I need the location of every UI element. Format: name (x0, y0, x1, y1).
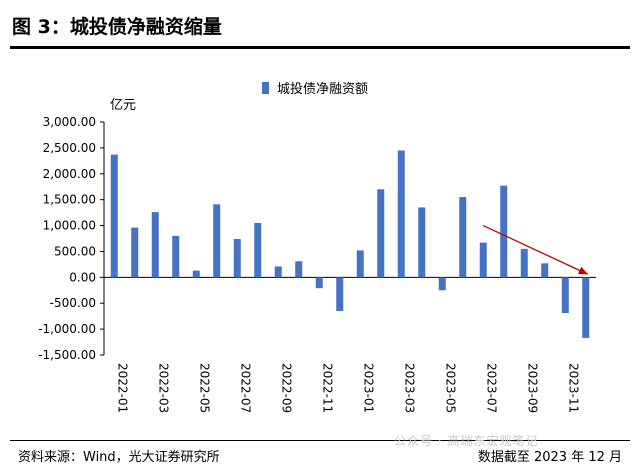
trend-arrow-head (577, 266, 588, 275)
x-tick-label: 2023-01 (361, 363, 375, 413)
legend-label: 城投债净融资额 (277, 82, 369, 97)
bar (315, 277, 323, 289)
y-tick-label: 500.00 (54, 244, 96, 258)
bar (213, 204, 221, 278)
y-tick-label: 2,500.00 (43, 141, 96, 155)
y-tick-label: 0.00 (69, 270, 96, 284)
bar (110, 154, 118, 278)
bar (233, 239, 241, 278)
bar (336, 277, 344, 311)
bar (131, 227, 139, 278)
x-tick-label: 2022-05 (197, 363, 211, 413)
chart-legend: 城投债净融资额 (262, 78, 368, 97)
trend-arrow-line (482, 224, 589, 275)
bar (295, 261, 303, 278)
x-tick-label: 2022-03 (156, 363, 170, 413)
title-divider (10, 46, 630, 49)
y-axis-unit: 亿元 (110, 98, 137, 113)
footer-divider (10, 440, 630, 441)
bar (254, 222, 262, 278)
figure-title: 图 3：城投债净融资缩量 (12, 16, 222, 38)
bar (561, 277, 569, 314)
y-tick-label: 2,000.00 (43, 167, 96, 181)
bar (418, 207, 426, 278)
bar (438, 277, 446, 291)
x-tick-label: 2023-07 (484, 363, 498, 413)
y-tick-label: 1,500.00 (43, 193, 96, 207)
bar (479, 242, 487, 278)
watermark: 公众号 · 高瑞东宏观笔记 (394, 434, 539, 448)
x-tick-label: 2023-11 (566, 363, 580, 413)
y-tick-label: -1,000.00 (38, 322, 96, 336)
bar (377, 189, 385, 278)
bar (397, 150, 405, 278)
y-tick-label: -1,500.00 (38, 348, 96, 362)
x-tick-label: 2023-05 (443, 363, 457, 413)
bar (500, 185, 508, 278)
x-tick-label: 2022-09 (279, 363, 293, 413)
bar (274, 266, 282, 278)
bar (520, 248, 528, 278)
bar (356, 250, 364, 278)
x-tick-label: 2022-01 (115, 363, 129, 413)
legend-swatch (262, 81, 269, 94)
x-tick-label: 2023-03 (402, 363, 416, 413)
y-tick-label: -500.00 (50, 296, 96, 310)
source-note: 资料来源：Wind，光大证券研究所 (18, 450, 220, 465)
x-tick-label: 2022-07 (238, 363, 252, 413)
bar (582, 277, 590, 338)
y-tick-label: 3,000.00 (43, 115, 96, 129)
bar (541, 263, 549, 278)
y-tick-label: 1,000.00 (43, 219, 96, 233)
bar (192, 270, 200, 278)
bar (459, 197, 467, 278)
data-cutoff-note: 数据截至 2023 年 12 月 (477, 450, 622, 465)
bar (151, 212, 159, 278)
x-tick-label: 2023-09 (525, 363, 539, 413)
x-tick-label: 2022-11 (320, 363, 334, 413)
bar (172, 235, 180, 278)
